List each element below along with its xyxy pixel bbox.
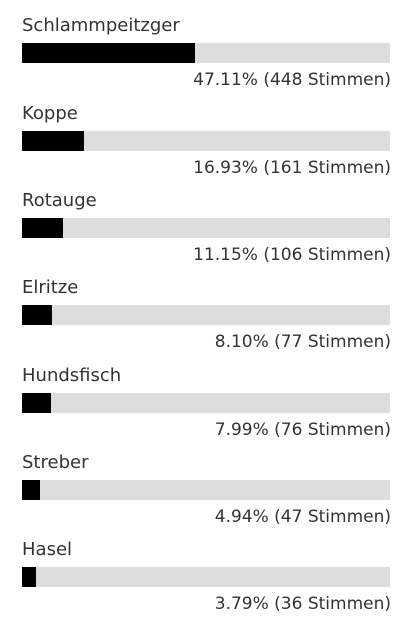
result-bar-track [22, 393, 390, 413]
result-bar-fill [22, 131, 85, 151]
result-bar-fill [22, 480, 41, 500]
result-bar-track [22, 567, 390, 587]
result-percentage-votes: 16.93% (161 Stimmen) [193, 158, 391, 178]
result-percentage-votes: 8.10% (77 Stimmen) [214, 332, 391, 352]
option-label: Rotauge [22, 190, 97, 211]
result-percentage-votes: 11.15% (106 Stimmen) [193, 245, 391, 265]
result-bar-fill [22, 567, 36, 587]
result-bar-track [22, 480, 390, 500]
result-percentage-votes: 4.94% (47 Stimmen) [214, 507, 391, 527]
option-label: Elritze [22, 277, 79, 298]
result-percentage-votes: 47.11% (448 Stimmen) [193, 70, 391, 90]
result-bar-fill [22, 43, 196, 63]
result-bar-fill [22, 218, 64, 238]
result-percentage-votes: 3.79% (36 Stimmen) [214, 594, 391, 614]
result-bar-track [22, 43, 390, 63]
option-label: Koppe [22, 103, 78, 124]
result-bar-fill [22, 305, 52, 325]
result-bar-fill [22, 393, 52, 413]
poll-option-hundsfisch: Hundsfisch 7.99% (76 Stimmen) [22, 365, 391, 443]
poll-option-hasel: Hasel 3.79% (36 Stimmen) [22, 539, 391, 617]
result-bar-track [22, 305, 390, 325]
poll-option-schlammpeitzger: Schlammpeitzger 47.11% (448 Stimmen) [22, 15, 391, 93]
option-label: Hundsfisch [22, 365, 122, 386]
poll-option-koppe: Koppe 16.93% (161 Stimmen) [22, 103, 391, 181]
poll-option-rotauge: Rotauge 11.15% (106 Stimmen) [22, 190, 391, 268]
result-bar-track [22, 218, 390, 238]
result-bar-track [22, 131, 390, 151]
option-label: Hasel [22, 539, 73, 560]
result-percentage-votes: 7.99% (76 Stimmen) [214, 420, 391, 440]
poll-option-elritze: Elritze 8.10% (77 Stimmen) [22, 277, 391, 355]
option-label: Schlammpeitzger [22, 15, 180, 36]
poll-option-streber: Streber 4.94% (47 Stimmen) [22, 452, 391, 530]
option-label: Streber [22, 452, 89, 473]
